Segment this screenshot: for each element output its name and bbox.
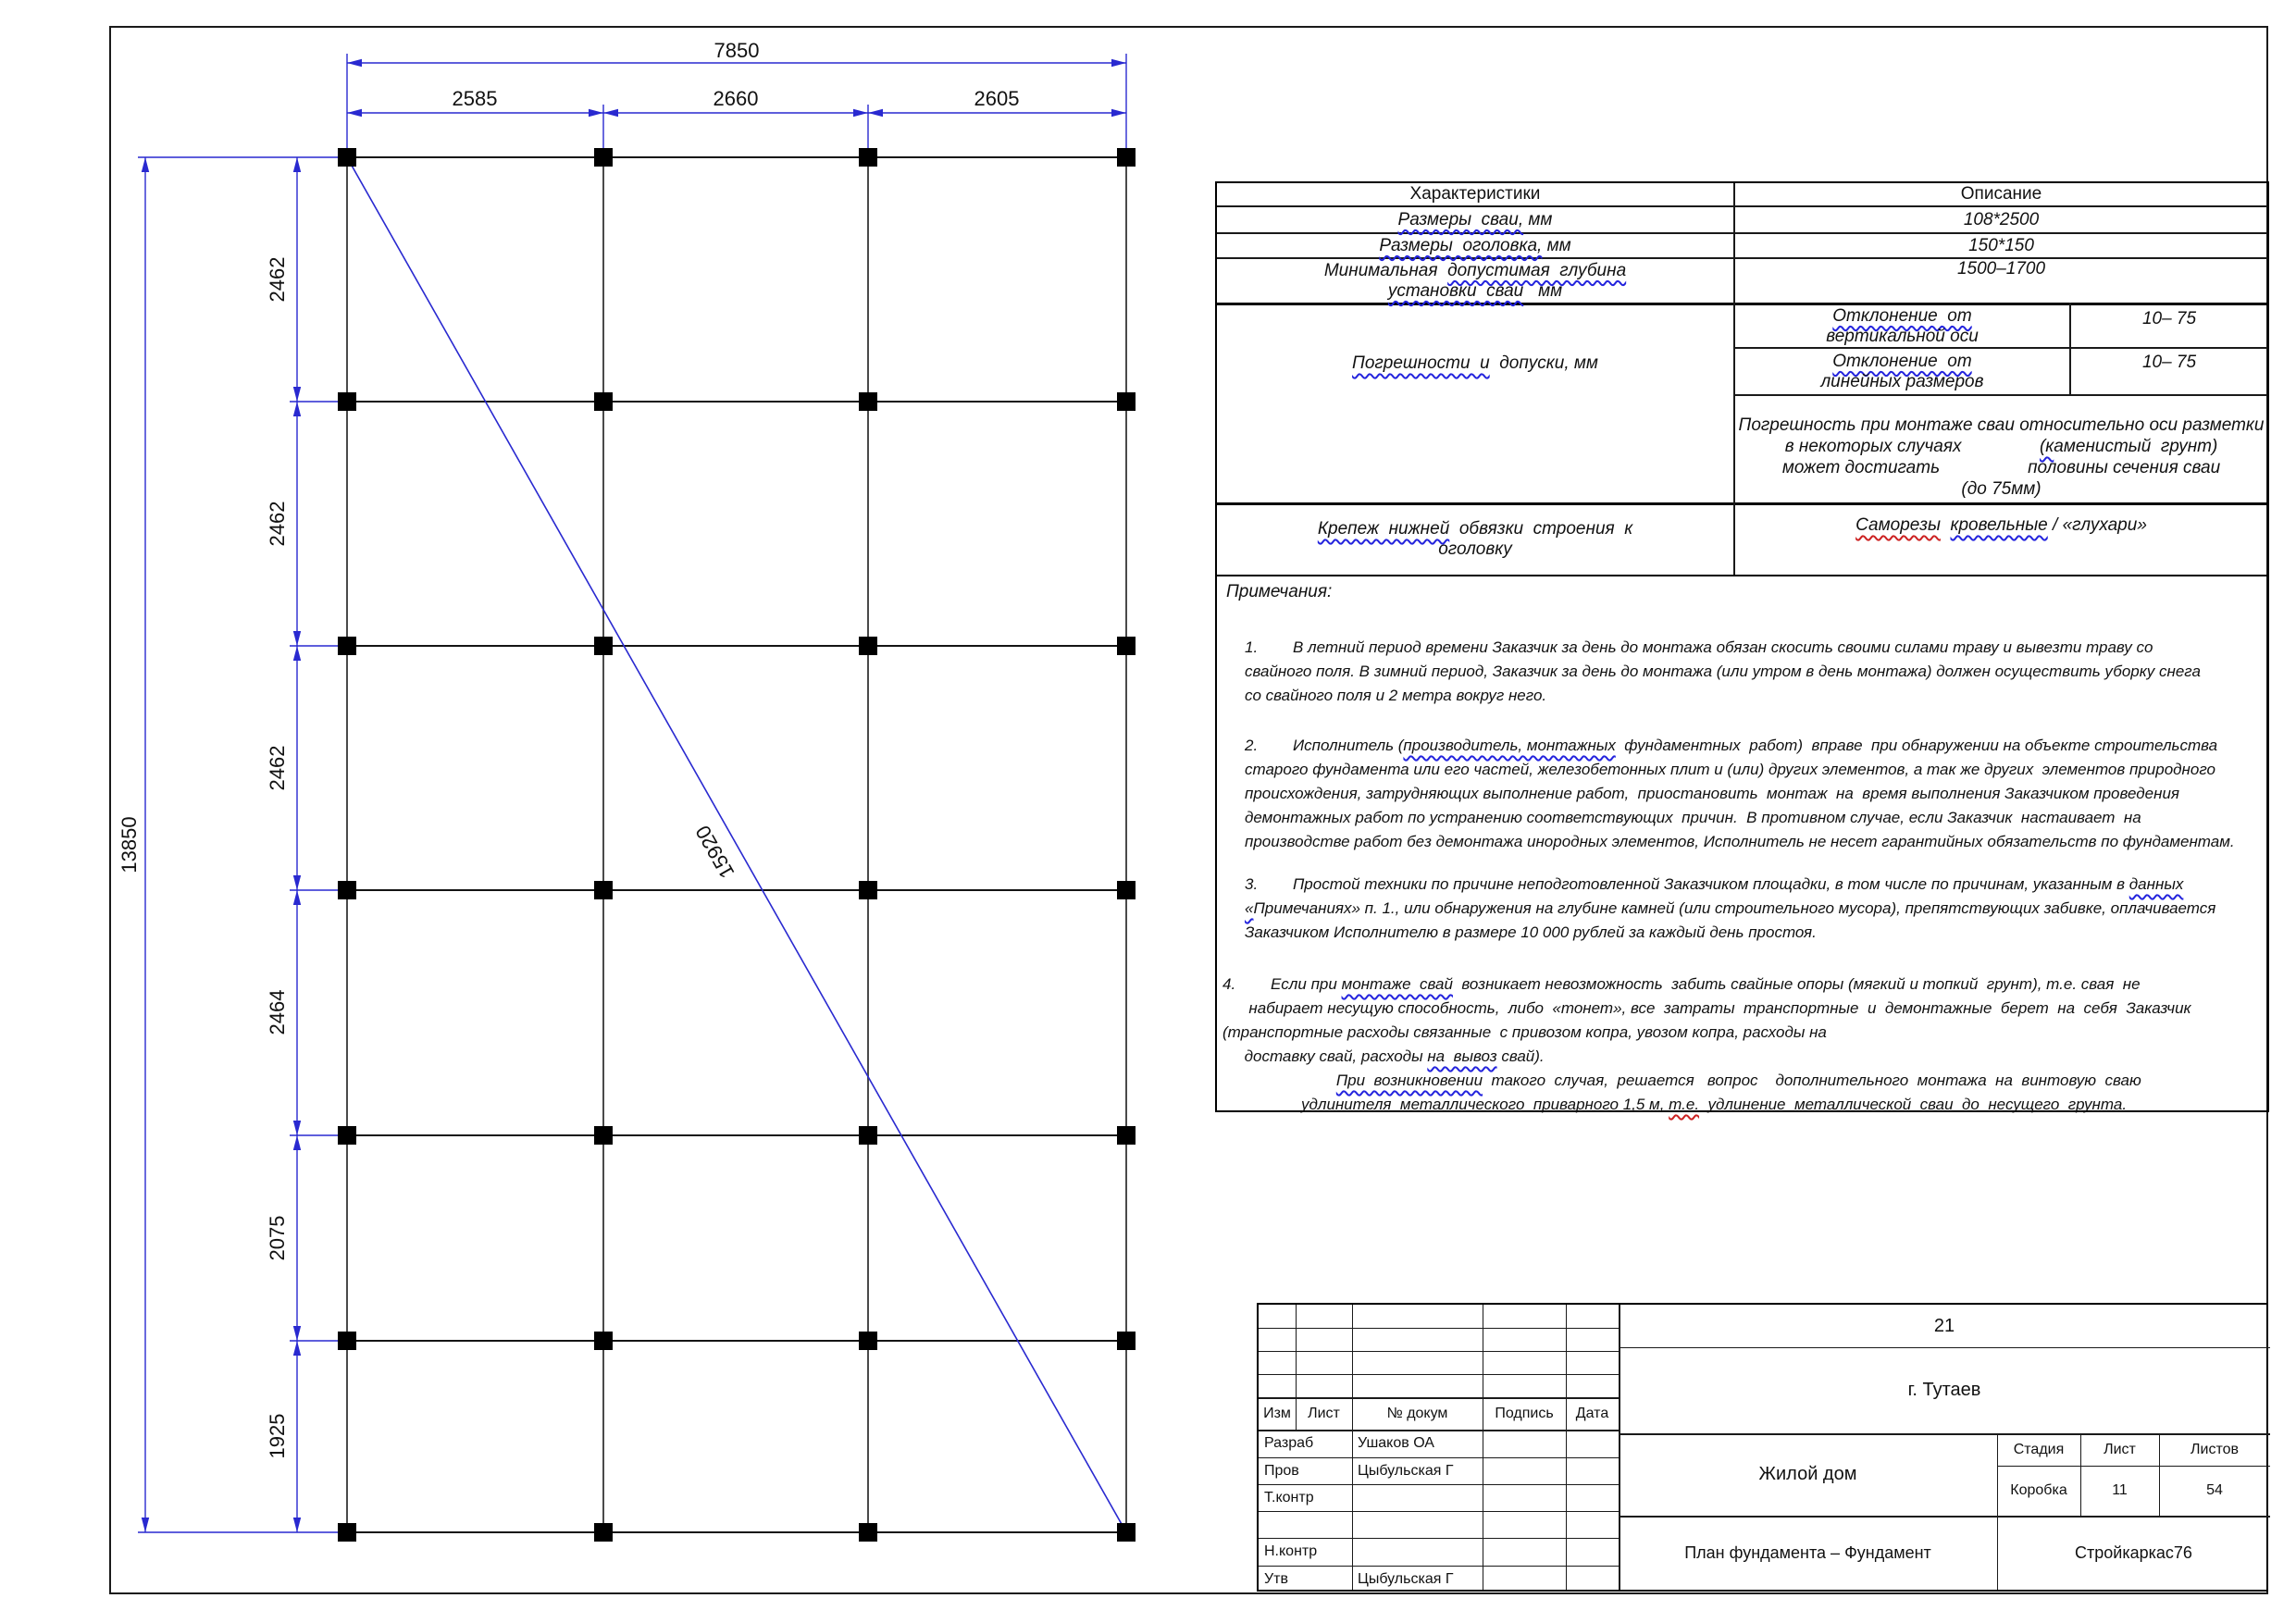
tb-sheets-value: 54 (2206, 1482, 2223, 1498)
foundation-plan: 7850 2585 2660 2605 13850 2462 2462 2462… (118, 39, 1136, 1542)
dim-row-span-2: 2462 (266, 502, 289, 547)
piles (338, 148, 1136, 1542)
spec-table: Характеристики Описание Размеры сваи, мм… (1215, 181, 2269, 576)
note-paragraph-2: 2. Исполнитель (производитель, монтажных… (1245, 737, 2235, 850)
spec-r1-label: Размеры сваи, мм (1397, 209, 1553, 229)
dim-row-span-3: 2462 (266, 746, 289, 791)
tb-sheets-header: Листов (2191, 1441, 2239, 1457)
spec-r5-label: Крепеж нижней обвязки строения к оголовк… (1317, 519, 1633, 559)
tb-city: г. Тутаев (1907, 1380, 1981, 1400)
spec-r3-label: Минимальная допустимая глубина установки… (1323, 260, 1627, 301)
extension-lines (138, 54, 1127, 1533)
tb-row-name (1352, 1484, 1483, 1511)
tb-sheet-value: 11 (2112, 1482, 2128, 1498)
spec-r2-label: Размеры оголовка, мм (1379, 235, 1571, 255)
tb-doc-number: 21 (1933, 1315, 1955, 1336)
spec-header-description: Описание (1960, 184, 2042, 204)
dim-col-span-2: 2660 (714, 87, 759, 110)
tb-col-ndoc: № докум (1386, 1405, 1448, 1421)
note-paragraph-3: 3. Простой техники по причине неподготов… (1245, 875, 2216, 941)
tb-stage-header: Стадия (2013, 1441, 2065, 1457)
tb-row-name: Ушаков ОА (1358, 1435, 1434, 1451)
dim-row-span-5: 2075 (266, 1216, 289, 1261)
grid-vertical-lines (346, 157, 1127, 1532)
spec-r4-merged-note: Погрешность при монтаже сваи относительн… (1738, 415, 2265, 499)
spec-r3-value: 1500–1700 (1956, 259, 2046, 279)
spec-r4-sub2-label: Отклонение от линейных размеров (1820, 351, 1984, 391)
spec-r5-value: Саморезы кровельные / «глухари» (1855, 515, 2147, 535)
spec-r4-sub1-value: 10– 75 (2141, 309, 2197, 328)
note-paragraph-4: 4. Если при монтаже свай возникает невоз… (1222, 975, 2191, 1113)
tb-row-name: Цыбульская Г (1358, 1462, 1454, 1479)
tb-row-label: Разраб (1264, 1435, 1314, 1451)
dim-col-span-1: 2585 (453, 87, 498, 110)
spec-r1-value: 108*2500 (1963, 209, 2040, 229)
tb-row-label (1259, 1511, 1352, 1538)
tb-col-podpis: Подпись (1495, 1405, 1554, 1421)
dim-col-span-3: 2605 (974, 87, 1020, 110)
dim-row-span-4: 2464 (266, 990, 289, 1035)
tb-company: Стройкаркас76 (2075, 1542, 2192, 1562)
tb-col-izm: Изм (1263, 1405, 1291, 1421)
notes-box: Примечания: 1. В летний период времени З… (1215, 576, 2269, 1113)
notes-heading: Примечания: (1226, 582, 1333, 601)
spec-r4-label: Погрешности и допуски, мм (1352, 353, 1598, 373)
spec-r2-value: 150*150 (1968, 235, 2034, 255)
dim-total-width: 7850 (714, 39, 760, 62)
dim-total-height: 13850 (118, 816, 141, 873)
tb-col-list: Лист (1308, 1405, 1340, 1421)
tb-col-data: Дата (1575, 1405, 1609, 1421)
spec-header-characteristics: Характеристики (1409, 184, 1541, 204)
tb-row-label: Пров (1264, 1462, 1299, 1479)
tb-row-label: Н.контр (1264, 1543, 1318, 1559)
spec-r4-sub2-value: 10– 75 (2141, 353, 2197, 372)
tb-object-name: Жилой дом (1758, 1464, 1857, 1484)
dimension-lines (144, 62, 1126, 1532)
dimension-arrowheads (141, 58, 1126, 1532)
tb-stage-value: Коробка (2010, 1482, 2067, 1498)
dim-row-span-6: 1925 (266, 1414, 289, 1459)
tb-sheet-header: Лист (2104, 1441, 2136, 1457)
spec-r4-sub1-label: Отклонение от вертикальной оси (1826, 305, 1979, 346)
tb-row-name (1352, 1538, 1483, 1566)
grid-horizontal-lines (347, 156, 1126, 1533)
tb-row-name: Цыбульская Г (1358, 1571, 1454, 1587)
tb-row-name (1352, 1511, 1483, 1538)
tb-drawing-title: План фундамента – Фундамент (1684, 1542, 1931, 1562)
tb-row-label: Т.контр (1264, 1489, 1314, 1505)
tb-row-label: Утв (1264, 1571, 1288, 1587)
title-block: Изм Лист № докум Подпись Дата Разраб Уша… (1257, 1303, 2270, 1592)
dim-row-span-1: 2462 (266, 257, 289, 303)
note-paragraph-1: 1. В летний период времени Заказчик за д… (1245, 638, 2201, 704)
dim-diagonal: 15920 (691, 822, 739, 883)
diagonal-dimension-line (346, 156, 1127, 1533)
